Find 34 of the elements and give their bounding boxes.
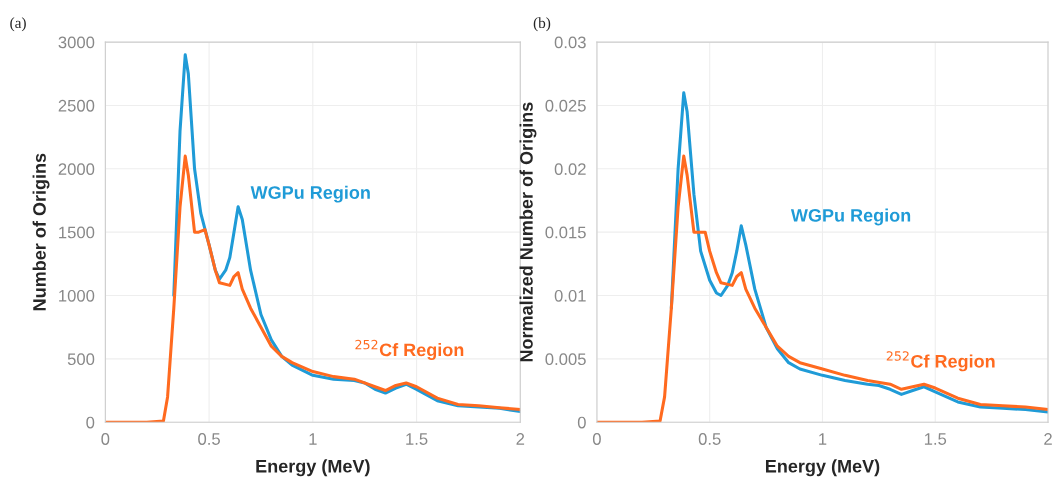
- chart-title: (b): [533, 17, 551, 32]
- x-tick-label: 1: [309, 433, 317, 445]
- x-tick-label: 1.5: [406, 433, 428, 445]
- series-label: $^{252}$Cf Region: [355, 339, 464, 360]
- y-tick-label: 500: [67, 353, 95, 366]
- y-tick-label: 0.025: [545, 99, 586, 112]
- chart-title: (a): [10, 17, 26, 32]
- x-tick-label: 0.5: [698, 433, 721, 445]
- y-tick-label: 0.005: [545, 353, 586, 366]
- y-tick-label: 0: [577, 416, 586, 429]
- x-tick-label: 2: [516, 433, 525, 445]
- y-tick-label: 0.015: [545, 226, 586, 239]
- x-tick-label: 0: [101, 433, 110, 445]
- y-tick-label: 1000: [59, 289, 95, 302]
- y-tick-label: 0: [86, 416, 95, 429]
- x-tick-label: 0: [592, 433, 601, 445]
- x-tick-label: 2: [1044, 433, 1052, 445]
- y-tick-label: 0.03: [554, 36, 586, 49]
- y-tick-label: 3000: [58, 36, 95, 49]
- x-axis-title: Energy (MeV): [765, 459, 880, 477]
- y-axis-title: Number of Origins: [32, 153, 50, 311]
- x-tick-label: 0.5: [198, 433, 220, 445]
- series-label: WGPu Region: [250, 185, 370, 203]
- y-tick-label: 2500: [58, 99, 95, 112]
- x-tick-label: 1: [819, 433, 827, 445]
- y-tick-label: 1500: [59, 226, 95, 239]
- x-axis-title: Energy (MeV): [256, 459, 370, 477]
- y-tick-label: 2000: [58, 163, 95, 175]
- y-axis-title: Normalized Number of Origins: [519, 102, 537, 362]
- x-tick-label: 1.5: [924, 433, 947, 445]
- y-tick-label: 0.01: [554, 289, 586, 302]
- y-tick-label: 0.02: [554, 163, 586, 175]
- series-label: $^{252}$Cf Region: [886, 351, 995, 372]
- text: WGPu Region: [790, 208, 911, 226]
